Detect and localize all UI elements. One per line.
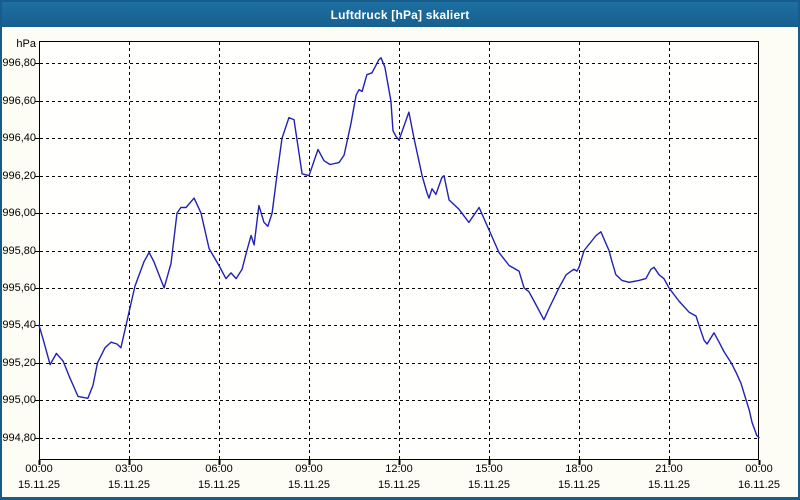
window-title: Luftdruck [hPa] skaliert [330,7,470,22]
x-tick-time-label: 15:00 [475,463,503,475]
plot-border [39,41,759,460]
y-tick-label: 995,20 [2,356,36,369]
y-tick-label: 996,60 [2,94,36,107]
y-tick-label: 996,00 [2,207,36,220]
x-tick-time-label: 12:00 [385,463,413,475]
x-tick-date-label: 15.11.25 [287,479,330,491]
x-tick-date-label: 15.11.25 [377,479,420,491]
y-tick-label: 994,80 [2,431,36,444]
y-axis-unit-label: hPa [16,38,36,50]
x-tick-time-label: 18:00 [565,463,593,475]
y-tick-label: 996,20 [2,169,36,182]
x-tick-time-label: 00:00 [25,463,53,475]
y-tick-label: 995,60 [2,281,36,294]
x-tick-date-label: 15.11.25 [17,479,60,491]
x-tick-time-label: 09:00 [295,463,323,475]
x-tick-date-label: 15.11.25 [467,479,510,491]
x-tick-date-label: 15.11.25 [557,479,600,491]
x-tick-date-label: 15.11.25 [197,479,240,491]
y-tick-label: 995,40 [2,319,36,332]
x-tick-date-label: 16.11.25 [737,479,780,491]
window-title-bar: Luftdruck [hPa] skaliert [2,2,798,27]
pressure-curve [38,57,760,439]
x-tick-time-label: 06:00 [205,463,233,475]
y-tick-label: 996,40 [2,132,36,145]
y-tick-label: 996,80 [2,57,36,70]
x-tick-time-label: 03:00 [115,463,143,475]
y-tick-label: 995,00 [2,394,36,407]
y-tick-label: 995,80 [2,244,36,257]
x-tick-time-label: 00:00 [745,463,773,475]
x-tick-date-label: 15.11.25 [647,479,690,491]
x-tick-time-label: 21:00 [655,463,683,475]
x-tick-date-label: 15.11.25 [107,479,150,491]
